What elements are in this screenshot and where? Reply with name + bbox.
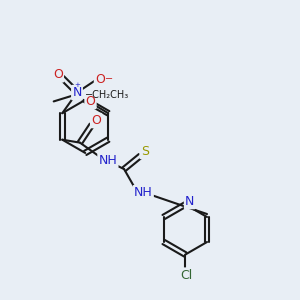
Text: Cl: Cl [181, 268, 193, 282]
Text: −: − [105, 74, 113, 84]
Text: N: N [72, 86, 82, 99]
Text: +: + [74, 82, 80, 88]
Text: O: O [53, 68, 63, 81]
Text: NH: NH [134, 186, 153, 199]
Text: NH: NH [98, 154, 117, 167]
Text: O: O [95, 73, 105, 86]
Text: O: O [91, 114, 101, 127]
Text: −CH₂CH₃: −CH₂CH₃ [85, 90, 129, 100]
Text: O: O [85, 95, 95, 108]
Text: N: N [185, 195, 194, 208]
Text: S: S [141, 145, 149, 158]
